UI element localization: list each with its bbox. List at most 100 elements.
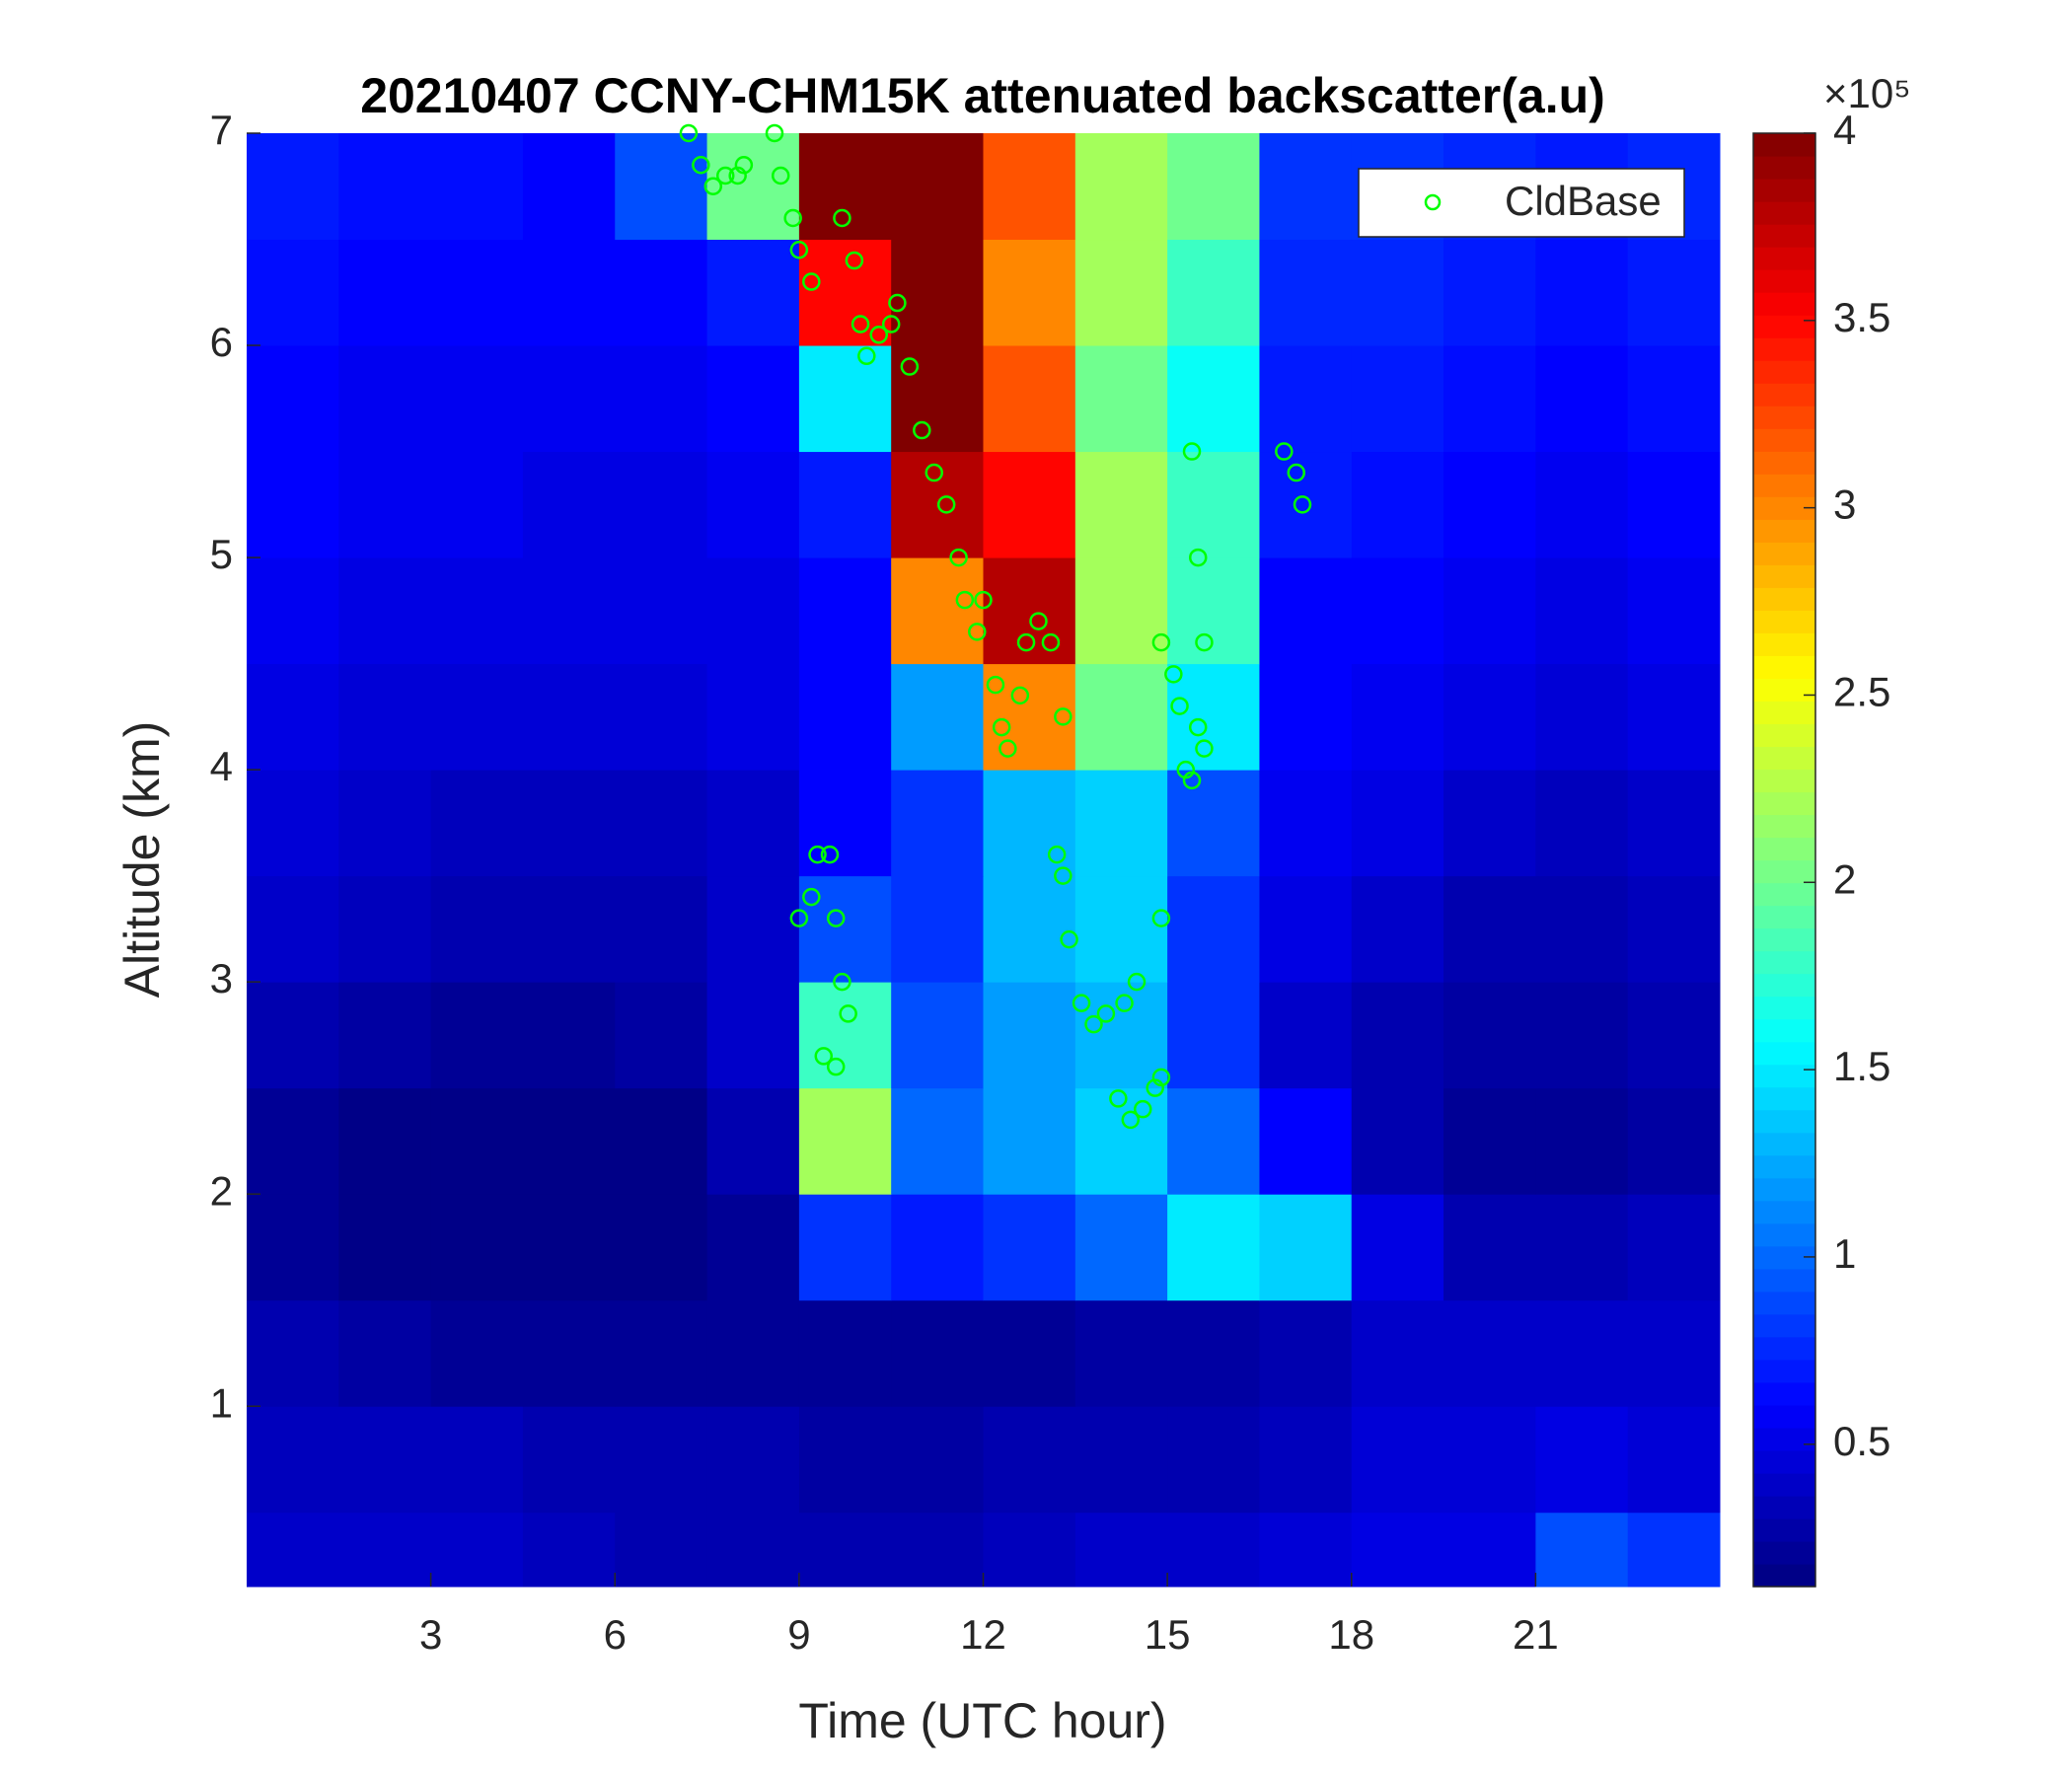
cloud-base-point [802, 887, 821, 907]
heatmap-cell [247, 1299, 339, 1407]
heatmap-cell [1443, 770, 1536, 877]
colorbar-segment [1753, 1404, 1815, 1429]
cloud-base-point [1115, 994, 1134, 1012]
heatmap-cell [1167, 557, 1260, 665]
heatmap-cell [338, 1194, 432, 1301]
heatmap-cell [891, 1087, 984, 1195]
heatmap-cell [706, 1406, 800, 1514]
heatmap-cell [1443, 982, 1536, 1089]
heatmap-cell [1443, 1299, 1536, 1407]
heatmap-cell [1351, 1194, 1444, 1301]
heatmap-cell [338, 557, 432, 665]
heatmap-cell [891, 875, 984, 983]
colorbar-segment [1753, 1359, 1815, 1383]
heatmap-cell [1535, 770, 1629, 877]
colorbar-segment [1753, 133, 1815, 157]
x-tick-label: 3 [419, 1611, 442, 1658]
cloud-base-point [1121, 1110, 1141, 1130]
heatmap-cell [706, 345, 800, 453]
heatmap-cell [338, 1512, 432, 1588]
cloud-base-point [814, 1047, 834, 1066]
heatmap-cell [1259, 982, 1353, 1089]
heatmap-cell [1074, 451, 1168, 558]
heatmap-cell [338, 982, 432, 1089]
heatmap-cell [615, 1299, 708, 1407]
heatmap-cell [1167, 663, 1260, 771]
heatmap-cell [1259, 451, 1353, 558]
colorbar-segment [1753, 1449, 1815, 1474]
heatmap-cell [338, 345, 432, 453]
heatmap-cell [706, 663, 800, 771]
heatmap-cell [1074, 133, 1168, 241]
heatmap-cell [247, 982, 339, 1089]
heatmap-cell [522, 1299, 616, 1407]
heatmap-cell [706, 1299, 800, 1407]
heatmap-cell [247, 239, 339, 346]
heatmap-cell [522, 875, 616, 983]
cloud-base-point [1151, 632, 1171, 652]
heatmap-cell [615, 1087, 708, 1195]
heatmap-cell [1535, 982, 1629, 1089]
heatmap-cell [430, 451, 524, 558]
heatmap-cell [1535, 1512, 1629, 1588]
heatmap-cell [338, 239, 432, 346]
cloud-base-point [913, 420, 931, 440]
colorbar-segment [1753, 519, 1815, 543]
heatmap-cell [522, 770, 616, 877]
heatmap-cell [798, 133, 892, 241]
y-tick-label: 4 [210, 743, 233, 789]
heatmap-cell [430, 663, 524, 771]
heatmap-cell [1535, 1406, 1629, 1514]
heatmap-cell [247, 1512, 339, 1588]
heatmap-cell [615, 1512, 708, 1588]
cloud-base-point [992, 717, 1011, 737]
cloud-base-point [881, 315, 901, 333]
heatmap-cell [1443, 663, 1536, 771]
heatmap-cell [891, 345, 984, 453]
cloud-base-point [783, 208, 802, 228]
colorbar-segment [1753, 837, 1815, 861]
cloud-base-point [1096, 1004, 1116, 1023]
heatmap-cell [1259, 1406, 1353, 1514]
heatmap-cell [522, 345, 616, 453]
heatmap-cell [891, 1512, 984, 1588]
heatmap-cell [798, 1299, 892, 1407]
cloud-base-point [826, 1057, 846, 1076]
heatmap-cell [983, 770, 1076, 877]
cloud-base-point [1195, 632, 1214, 652]
heatmap-cell [1167, 133, 1260, 241]
colorbar-segment [1753, 632, 1815, 656]
heatmap-cell [1074, 557, 1168, 665]
heatmap-cell [1167, 1087, 1260, 1195]
heatmap-cell [1351, 1299, 1444, 1407]
colorbar-segment [1753, 746, 1815, 771]
colorbar-segment [1753, 905, 1815, 929]
x-axis-label: Time (UTC hour) [798, 1693, 1166, 1748]
colorbar-segment [1753, 1268, 1815, 1293]
heatmap-cell [983, 982, 1076, 1089]
legend-box [1358, 168, 1685, 238]
heatmap-cell [798, 345, 892, 453]
cloud-base-point [1127, 972, 1147, 992]
heatmap-cell [1535, 1087, 1629, 1195]
heatmap-cell [247, 1194, 339, 1301]
colorbar-segment [1753, 973, 1815, 998]
heatmap-cell [1167, 1299, 1260, 1407]
heatmap-cell [1627, 663, 1721, 771]
heatmap-cell [522, 982, 616, 1089]
heatmap-cell [706, 239, 800, 346]
heatmap-cell [1535, 1299, 1629, 1407]
cloud-base-point [734, 156, 754, 175]
heatmap-cell [247, 770, 339, 877]
cloud-base-point [974, 590, 993, 610]
heatmap-cell [247, 557, 339, 665]
colorbar-segment [1753, 1109, 1815, 1134]
colorbar-segment [1753, 1064, 1815, 1088]
y-tick-label: 7 [210, 107, 233, 153]
heatmap-cell [615, 663, 708, 771]
heatmap-cell [1351, 451, 1444, 558]
heatmap-cell [1074, 1512, 1168, 1588]
heatmap-cell [1627, 875, 1721, 983]
heatmap-cell [706, 770, 800, 877]
cloud-base-point [1188, 548, 1208, 567]
